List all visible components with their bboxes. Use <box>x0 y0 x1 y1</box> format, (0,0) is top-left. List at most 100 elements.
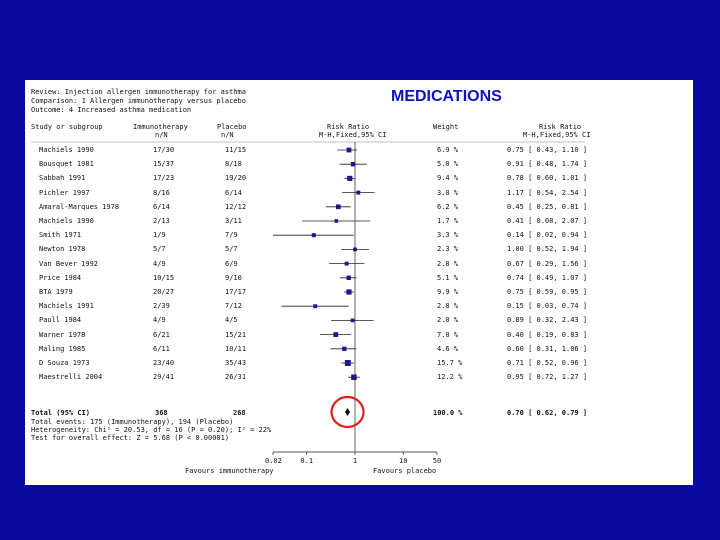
effect-square <box>356 190 361 195</box>
col-header-rr-text: Risk Ratio <box>539 123 582 131</box>
study-ci-text: 0.74 [ 0.49, 1.07 ] <box>507 273 588 282</box>
favours-immunotherapy-label: Favours immunotherapy <box>185 467 274 475</box>
placebo-events: 26/31 <box>225 373 247 382</box>
effect-square <box>346 275 351 281</box>
placebo-events: 19/20 <box>225 174 247 183</box>
study-weight: 7.0 % <box>437 330 459 339</box>
study-name: Van Bever 1992 <box>39 259 99 268</box>
study-name: Pichler 1997 <box>39 188 90 197</box>
col-header-rr-text-sub: M-H,Fixed,95% CI <box>523 131 591 139</box>
x-tick-label: 0.1 <box>300 457 314 465</box>
study-weight: 9.4 % <box>437 174 459 183</box>
col-header-study: Study or subgroup <box>31 123 103 131</box>
placebo-events: 11/15 <box>225 146 247 154</box>
col-header-rr-plot-sub: M-H,Fixed,95% CI <box>319 131 387 139</box>
placebo-events: 9/10 <box>225 273 242 282</box>
study-name: Machiels 1991 <box>39 302 94 311</box>
study-ci-text: 0.89 [ 0.32, 2.43 ] <box>507 316 588 325</box>
total-immuno: 368 <box>155 409 168 417</box>
outcome-line: Outcome: 4 Increased asthma medication <box>31 106 192 114</box>
immuno-events: 6/14 <box>153 202 170 211</box>
immuno-events: 4/9 <box>153 316 166 325</box>
study-weight: 2.8 % <box>437 259 459 268</box>
x-tick-label: 10 <box>399 457 408 465</box>
col-header-placebo: Placebo <box>217 123 247 131</box>
study-ci-text: 0.41 [ 0.08, 2.07 ] <box>507 217 588 225</box>
highlight-circle <box>330 395 365 429</box>
effect-square <box>344 261 349 266</box>
placebo-events: 3/11 <box>225 217 242 225</box>
placebo-events: 5/7 <box>225 245 238 254</box>
effect-square <box>335 204 341 210</box>
immuno-events: 1/9 <box>153 231 166 240</box>
col-header-immuno: Immunotherapy <box>133 123 188 131</box>
x-tick-label: 50 <box>432 457 442 465</box>
placebo-events: 8/18 <box>225 160 242 169</box>
immuno-events: 2/13 <box>153 217 170 225</box>
placebo-events: 7/12 <box>225 302 242 311</box>
study-weight: 2.0 % <box>437 316 459 325</box>
effect-square <box>351 374 357 380</box>
study-ci-text: 0.60 [ 0.31, 1.06 ] <box>507 344 588 353</box>
study-name: BTA 1979 <box>39 288 73 296</box>
effect-square <box>347 175 353 181</box>
immuno-events: 6/11 <box>153 344 170 353</box>
study-weight: 5.0 % <box>437 160 459 169</box>
study-weight: 1.7 % <box>437 217 459 225</box>
effect-square <box>311 233 316 238</box>
col-header-weight: Weight <box>433 123 459 131</box>
study-weight: 5.1 % <box>437 273 459 282</box>
study-name: Maling 1985 <box>39 344 86 353</box>
study-name: Sabbah 1991 <box>39 174 86 183</box>
study-weight: 12.2 % <box>437 373 463 382</box>
total-ci: 0.70 [ 0.62, 0.79 ] <box>507 409 588 417</box>
x-tick-label: 0.02 <box>265 457 282 465</box>
immuno-events: 20/27 <box>153 288 175 296</box>
placebo-events: 6/14 <box>225 188 242 197</box>
study-name: Warner 1978 <box>39 330 86 339</box>
study-ci-text: 0.75 [ 0.43, 1.10 ] <box>507 146 588 154</box>
study-weight: 2.3 % <box>437 245 459 254</box>
immuno-events: 17/30 <box>153 146 175 154</box>
total-weight: 100.0 % <box>433 409 463 417</box>
total-label: Total (95% CI) <box>31 409 91 417</box>
study-ci-text: 0.15 [ 0.03, 0.74 ] <box>507 302 588 311</box>
study-ci-text: 0.71 [ 0.52, 0.96 ] <box>507 359 588 367</box>
study-weight: 15.7 % <box>437 359 463 367</box>
immuno-events: 5/7 <box>153 245 166 254</box>
study-ci-text: 0.45 [ 0.25, 0.81 ] <box>507 202 588 211</box>
favours-placebo-label: Favours placebo <box>373 467 437 475</box>
study-name: Bousquet 1981 <box>39 160 94 169</box>
placebo-events: 17/17 <box>225 288 247 296</box>
study-name: Price 1984 <box>39 273 82 282</box>
study-name: Newton 1978 <box>39 245 86 254</box>
comparison-line: Comparison: 1 Allergen immunotherapy ver… <box>31 97 246 105</box>
placebo-events: 12/12 <box>225 202 247 211</box>
forest-plot-panel: MEDICATIONS Review: Injection allergen i… <box>25 80 693 485</box>
effect-square <box>350 161 356 167</box>
study-ci-text: 0.91 [ 0.48, 1.74 ] <box>507 160 588 169</box>
study-ci-text: 0.95 [ 0.72, 1.27 ] <box>507 373 588 382</box>
effect-square <box>342 346 347 351</box>
study-ci-text: 0.78 [ 0.60, 1.01 ] <box>507 174 588 183</box>
immuno-events: 4/9 <box>153 259 166 268</box>
placebo-events: 35/43 <box>225 359 247 367</box>
study-name: Smith 1971 <box>39 231 82 240</box>
study-name: Machiels 1990 <box>39 146 94 154</box>
immuno-events: 23/40 <box>153 359 175 367</box>
effect-square <box>344 360 351 366</box>
placebo-events: 7/9 <box>225 231 238 240</box>
study-weight: 6.9 % <box>437 146 459 154</box>
col-header-placebo-sub: n/N <box>221 131 234 139</box>
effect-square <box>334 219 339 223</box>
study-weight: 2.8 % <box>437 302 459 311</box>
immuno-events: 17/23 <box>153 174 175 183</box>
study-ci-text: 0.14 [ 0.02, 0.94 ] <box>507 231 588 240</box>
effect-square <box>346 147 352 153</box>
immuno-events: 6/21 <box>153 330 170 339</box>
study-ci-text: 0.40 [ 0.19, 0.83 ] <box>507 330 588 339</box>
study-weight: 9.9 % <box>437 288 459 296</box>
placebo-events: 10/11 <box>225 344 247 353</box>
immuno-events: 15/37 <box>153 160 175 169</box>
effect-square <box>333 332 339 337</box>
